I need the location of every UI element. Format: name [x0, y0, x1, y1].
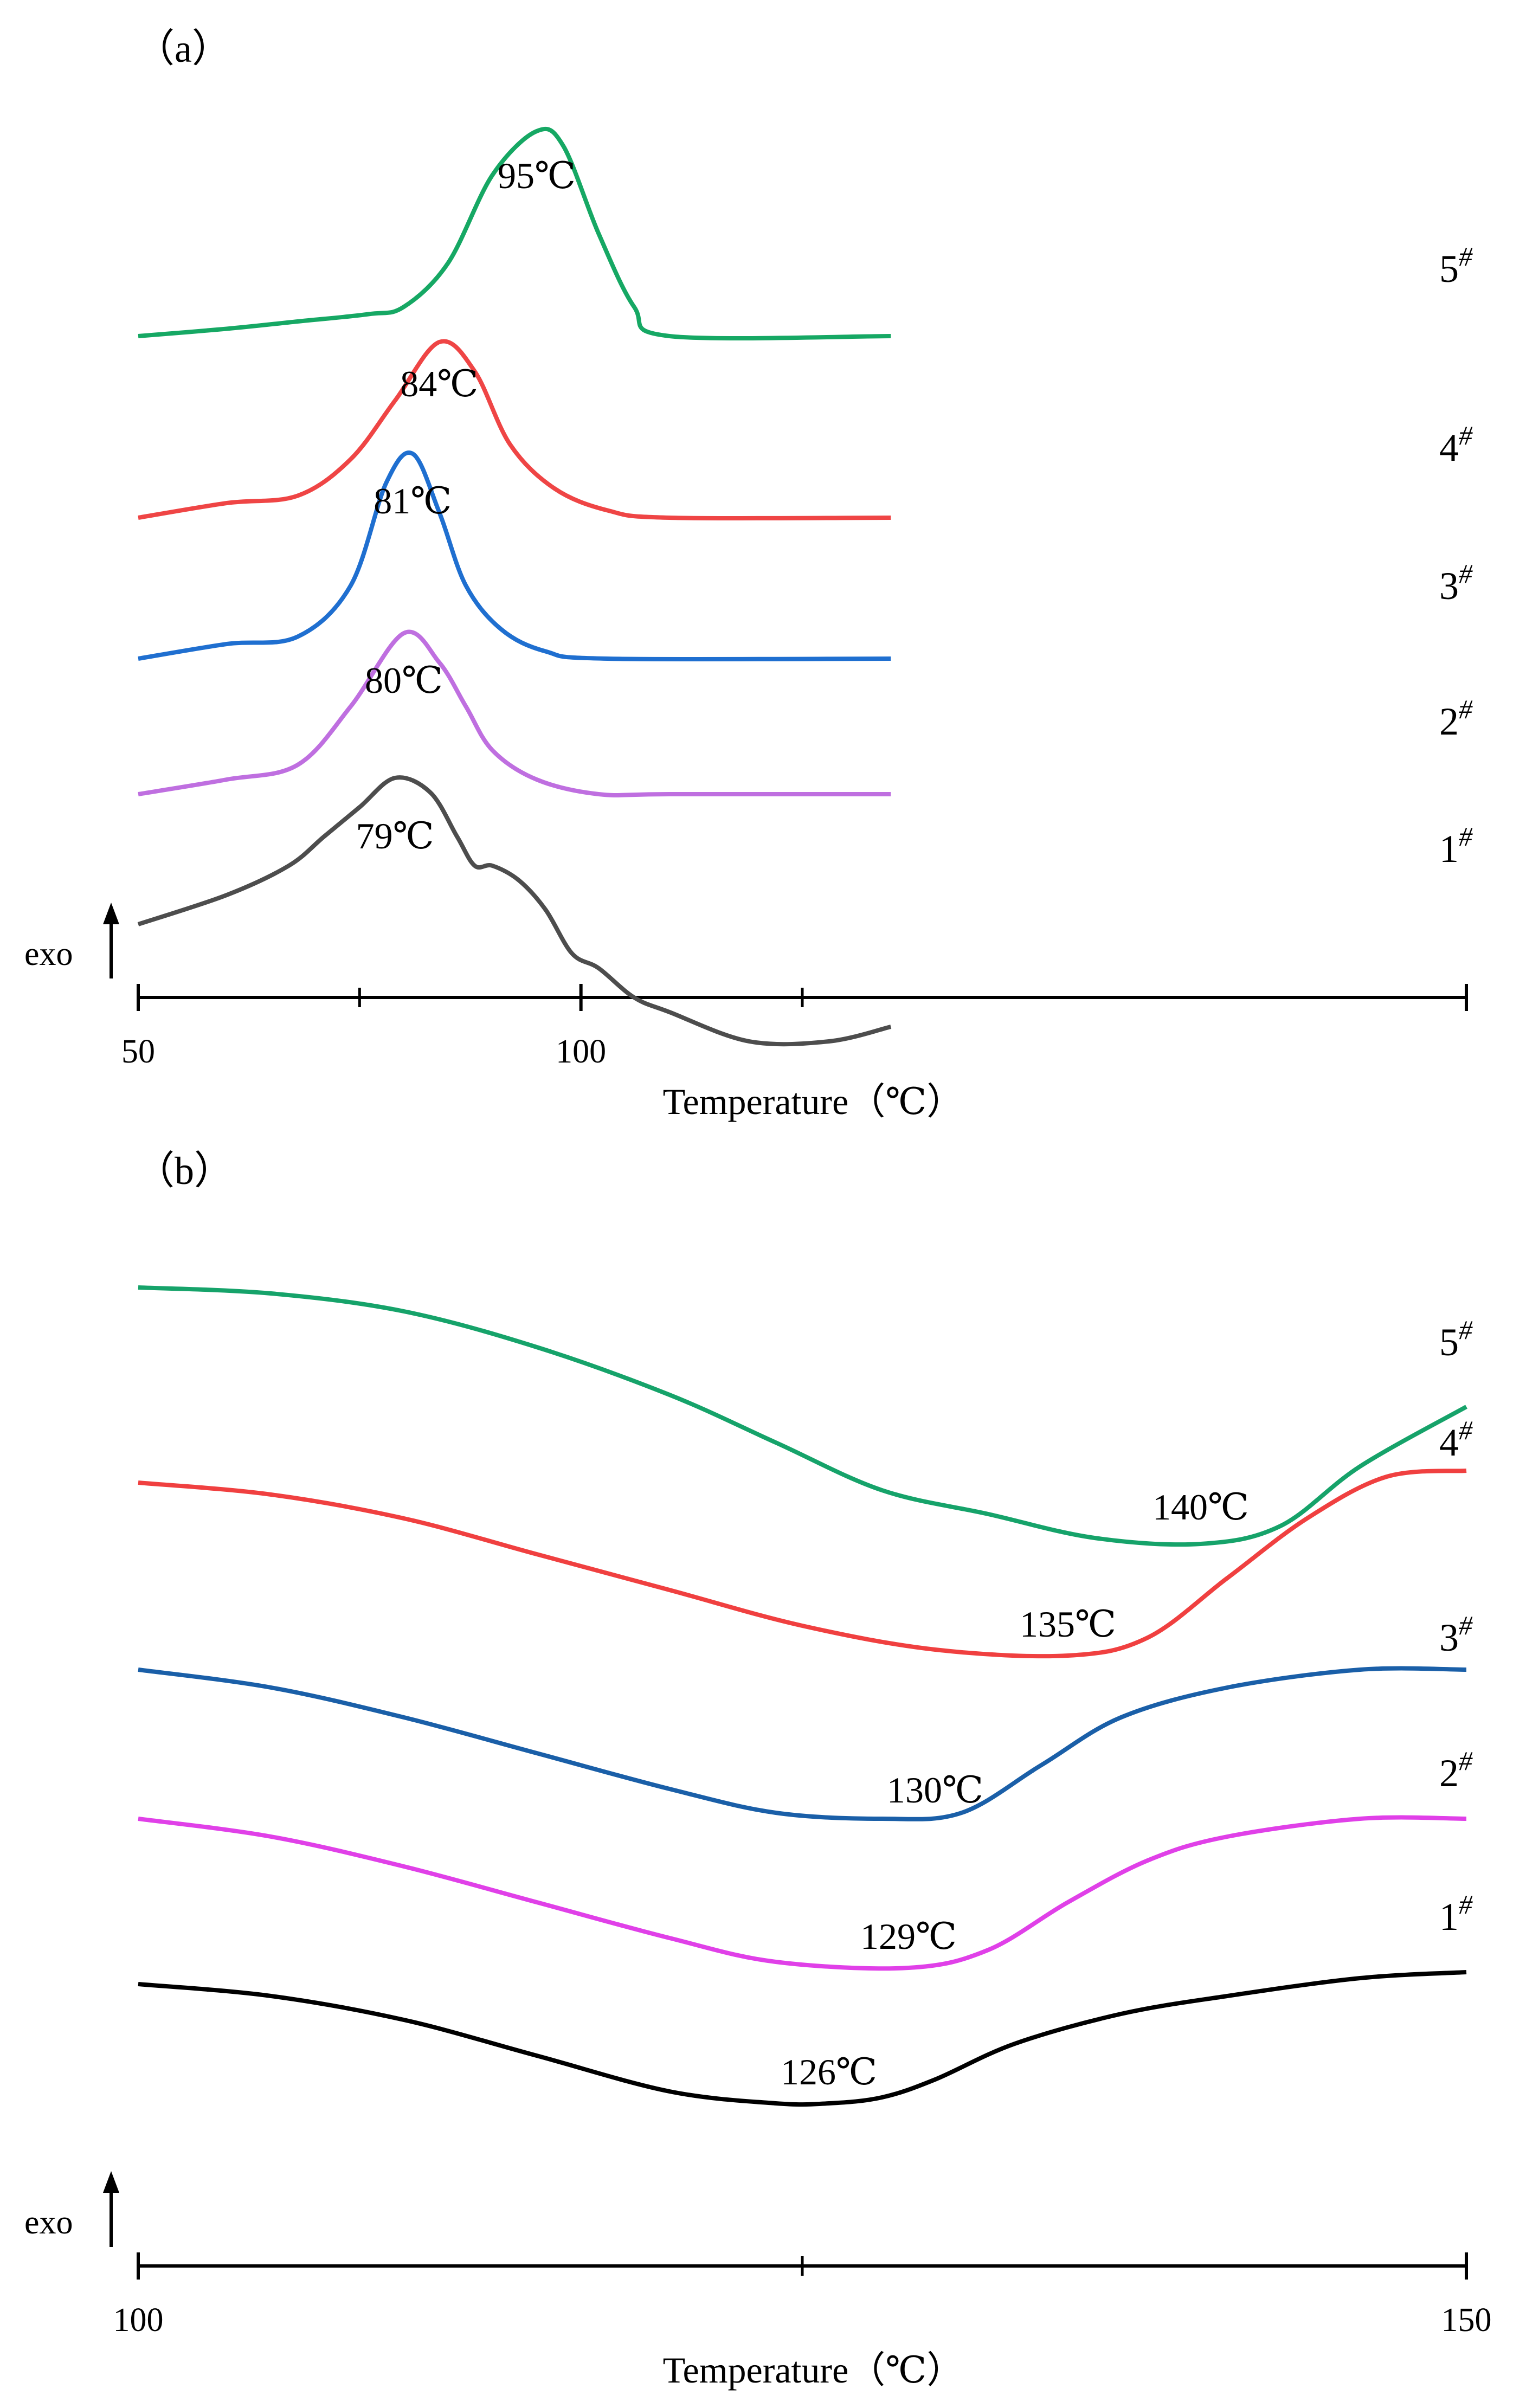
series-line-4# — [138, 1469, 1467, 1659]
series-label-2#: 2# — [1439, 1746, 1473, 1795]
series-label-5#: 5# — [1439, 241, 1473, 291]
series-label-4#: 4# — [1439, 1415, 1473, 1464]
peak-label-5#: 140℃ — [1152, 1486, 1249, 1528]
panel-label-a: （a） — [136, 27, 231, 70]
x-tick-label: 100 — [113, 2302, 164, 2339]
peak-label-3#: 130℃ — [887, 1769, 983, 1811]
peak-label-2#: 129℃ — [860, 1916, 957, 1957]
series-line-2# — [138, 1815, 1467, 1971]
series-label-3#: 3# — [1439, 1610, 1473, 1659]
peak-label-3#: 81℃ — [374, 480, 452, 521]
series-line-4# — [138, 339, 891, 521]
series-label-4#: 4# — [1439, 420, 1473, 469]
peak-label-4#: 135℃ — [1020, 1604, 1116, 1645]
series-label-5#: 5# — [1439, 1315, 1473, 1364]
y-axis-label: exo — [24, 936, 73, 973]
peak-label-4#: 84℃ — [400, 363, 478, 404]
panel-label-b: （b） — [136, 1149, 234, 1193]
x-tick-label: 150 — [1441, 2302, 1492, 2339]
series-label-1#: 1# — [1439, 821, 1473, 871]
series-label-1#: 1# — [1439, 1889, 1473, 1939]
x-tick-label: 50 — [121, 1033, 155, 1070]
x-axis-label: Temperature（℃） — [663, 1081, 964, 1122]
x-axis-label: Temperature（℃） — [663, 2349, 964, 2391]
x-tick-label: 100 — [556, 1033, 606, 1070]
series-line-2# — [138, 629, 891, 797]
peak-label-1#: 79℃ — [356, 815, 434, 857]
peak-label-5#: 95℃ — [498, 155, 576, 196]
peak-label-1#: 126℃ — [781, 2051, 877, 2092]
series-line-1# — [138, 1970, 1467, 2107]
series-line-3# — [138, 450, 891, 662]
series-line-1# — [137, 775, 892, 1047]
series-line-5# — [138, 1285, 1467, 1547]
series-line-5# — [138, 127, 891, 340]
series-label-2#: 2# — [1439, 694, 1473, 743]
series-line-3# — [138, 1666, 1467, 1821]
exo-arrow-head — [103, 2171, 119, 2193]
series-label-3#: 3# — [1439, 558, 1473, 608]
y-axis-label: exo — [24, 2204, 73, 2241]
peak-label-2#: 80℃ — [365, 660, 443, 701]
exo-arrow-head — [103, 903, 119, 924]
